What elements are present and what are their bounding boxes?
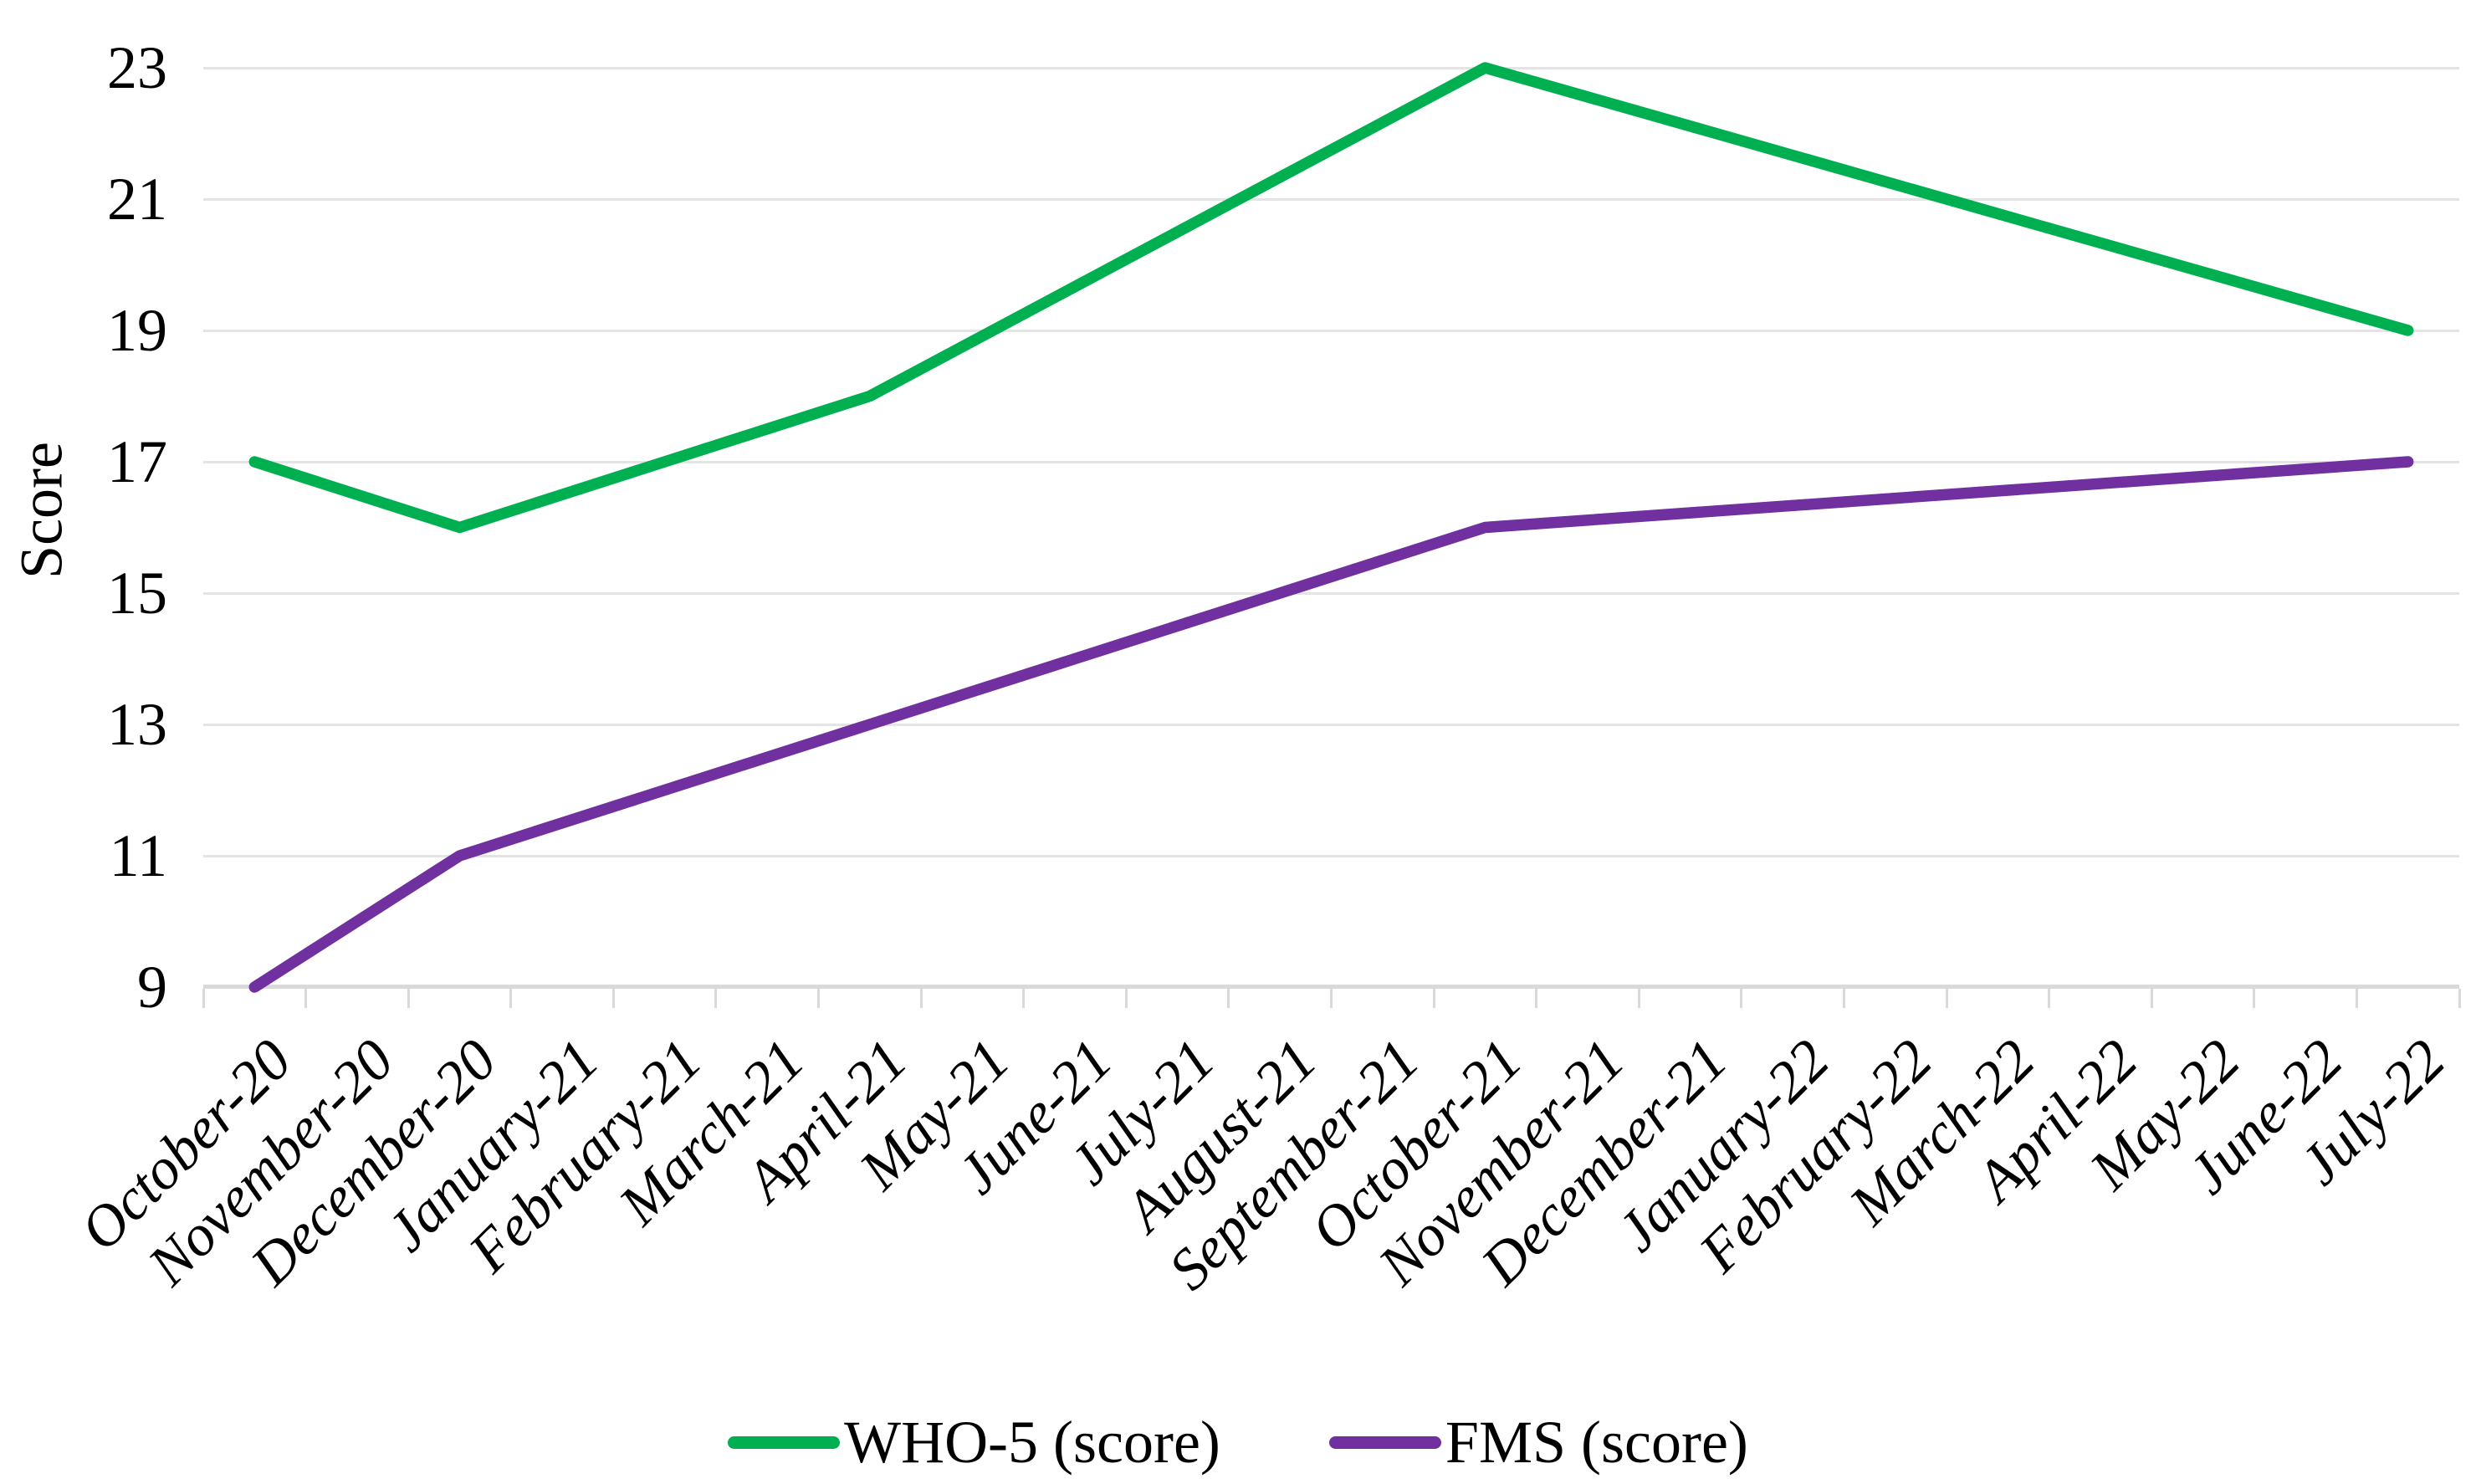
legend-label-fms: FMS (score) <box>1445 1409 1748 1476</box>
gridline-15 <box>203 592 2459 595</box>
legend: WHO-5 (score) FMS (score) <box>0 1410 2476 1474</box>
x-tick-mark <box>2355 989 2358 1008</box>
x-tick-mark <box>1637 989 1640 1008</box>
x-tick-mark <box>1330 989 1333 1008</box>
y-tick-label-15: 15 <box>107 560 167 627</box>
x-tick-mark <box>1535 989 1538 1008</box>
x-tick-mark <box>611 989 615 1008</box>
x-tick-mark <box>1124 989 1128 1008</box>
x-tick-mark <box>1842 989 1845 1008</box>
y-tick-label-21: 21 <box>107 166 167 233</box>
x-tick-mark <box>304 989 308 1008</box>
legend-item-fms: FMS (score) <box>1328 1409 1748 1476</box>
x-tick-mark <box>1227 989 1230 1008</box>
gridline-21 <box>203 198 2459 201</box>
series-line-who5 <box>248 62 2414 534</box>
gridline-23 <box>203 67 2459 69</box>
legend-label-who5: WHO-5 (score) <box>844 1409 1220 1476</box>
x-tick-mark <box>817 989 821 1008</box>
y-tick-label-11: 11 <box>109 822 167 889</box>
gridline-17 <box>203 461 2459 463</box>
y-tick-label-23: 23 <box>107 34 167 101</box>
x-tick-mark <box>1945 989 1948 1008</box>
y-tick-label-13: 13 <box>107 691 167 758</box>
x-tick-mark <box>509 989 513 1008</box>
series-line-fms <box>248 456 2414 993</box>
gridline-11 <box>203 855 2459 857</box>
x-tick-mark <box>1432 989 1435 1008</box>
gridline-13 <box>203 724 2459 726</box>
x-tick-mark <box>1740 989 1743 1008</box>
x-tick-mark <box>919 989 923 1008</box>
x-tick-mark <box>2150 989 2153 1008</box>
y-tick-label-17: 17 <box>107 428 167 495</box>
x-tick-mark <box>2253 989 2256 1008</box>
x-tick-mark <box>202 989 205 1008</box>
x-tick-mark <box>714 989 718 1008</box>
x-axis-line <box>203 985 2459 989</box>
x-tick-mark <box>407 989 410 1008</box>
x-tick-mark <box>2458 989 2461 1008</box>
legend-swatch-fms <box>1328 1435 1441 1449</box>
y-tick-label-19: 19 <box>107 297 167 364</box>
legend-item-who5: WHO-5 (score) <box>728 1410 1220 1474</box>
y-tick-label-9: 9 <box>137 954 167 1021</box>
legend-swatch-who5 <box>728 1435 841 1449</box>
x-tick-mark <box>2048 989 2051 1008</box>
x-tick-mark <box>1022 989 1026 1008</box>
gridline-19 <box>203 330 2459 332</box>
